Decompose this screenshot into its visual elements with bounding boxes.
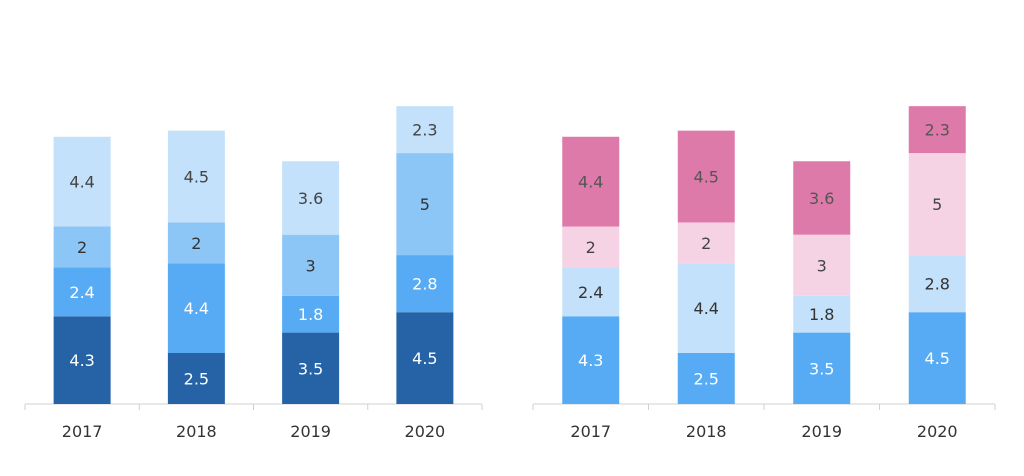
bar-segment-2017-s3 [53,226,111,268]
bar-segment-2018-s2 [677,263,735,353]
data-label: 2.3 [925,121,950,140]
data-label: 3.5 [809,359,834,378]
bar-segment-2018-s4 [677,130,735,223]
bar-segment-2020-s3 [908,153,966,256]
bar-segment-2020-s3 [396,153,454,256]
bar-segment-2017-s2 [53,267,111,317]
data-label: 2 [77,238,87,257]
data-label: 3.6 [298,189,323,208]
bar-segment-2019-s4 [282,161,340,235]
data-label: 1.8 [298,305,323,324]
x-tick-label: 2020 [917,422,958,441]
bar-segment-2020-s4 [908,106,966,154]
bar-segment-2018-s1 [677,353,735,404]
data-label: 4.4 [578,173,603,192]
x-tick-label: 2019 [801,422,842,441]
bar-segment-2017-s1 [53,316,111,404]
data-label: 4.3 [69,351,94,370]
bar-segment-2018-s1 [167,353,225,404]
data-label: 2.3 [412,121,437,140]
chart-2: 4.3 2.4 2 4.4 2017 2.5 4.4 2 4.5 2018 3.5 1.8 3 3.6 20… [532,106,996,441]
bar-segment-2019-s4 [793,161,851,235]
bar-segment-2018-s2 [167,263,225,353]
data-label: 5 [932,195,942,214]
x-tick-label: 2018 [176,422,217,441]
data-label: 4.4 [184,299,209,318]
bar-segment-2020-s4 [396,106,454,154]
data-label: 3.5 [298,359,323,378]
bar-segment-2019-s2 [282,295,340,333]
bar-segment-2018-s3 [167,222,225,264]
data-label: 2.8 [412,275,437,294]
chart-1: 4.3 2.4 2 4.4 2017 2.5 4.4 2 4.5 2018 3.5 1.8 3 3.6 20… [24,106,483,441]
x-tick-label: 2017 [570,422,611,441]
bar-segment-2018-s4 [167,130,225,223]
bar-segment-2017-s4 [53,136,111,227]
data-label: 4.5 [925,349,950,368]
bar-segment-2017-s3 [562,226,620,268]
data-label: 2 [191,234,201,253]
data-label: 2.8 [925,275,950,294]
data-label: 4.4 [69,173,94,192]
data-label: 4.5 [184,168,209,187]
bar-segment-2020-s2 [396,255,454,313]
data-label: 2.5 [694,370,719,389]
data-label: 2.4 [69,283,94,302]
data-label: 1.8 [809,305,834,324]
data-label: 5 [420,195,430,214]
data-label: 2.5 [184,370,209,389]
data-label: 4.3 [578,351,603,370]
data-label: 4.4 [694,299,719,318]
bar-segment-2017-s1 [562,316,620,404]
data-label: 2.4 [578,283,603,302]
bar-segment-2019-s3 [793,234,851,296]
x-tick-label: 2019 [290,422,331,441]
bar-segment-2018-s3 [677,222,735,264]
bar-segment-2019-s2 [793,295,851,333]
x-tick-label: 2018 [686,422,727,441]
bar-segment-2017-s2 [562,267,620,317]
x-tick-label: 2020 [405,422,446,441]
bar-segment-2019-s3 [282,234,340,296]
data-label: 3.6 [809,189,834,208]
bar-segment-2017-s4 [562,136,620,227]
data-label: 3 [817,256,827,275]
data-label: 4.5 [694,168,719,187]
bar-segment-2020-s2 [908,255,966,313]
bar-segment-2020-s1 [908,312,966,404]
data-label: 2 [701,234,711,253]
bar-segment-2019-s1 [793,332,851,404]
x-tick-label: 2017 [62,422,103,441]
data-label: 2 [586,238,596,257]
bar-segment-2019-s1 [282,332,340,404]
bar-segment-2020-s1 [396,312,454,404]
data-label: 3 [306,256,316,275]
data-label: 4.5 [412,349,437,368]
